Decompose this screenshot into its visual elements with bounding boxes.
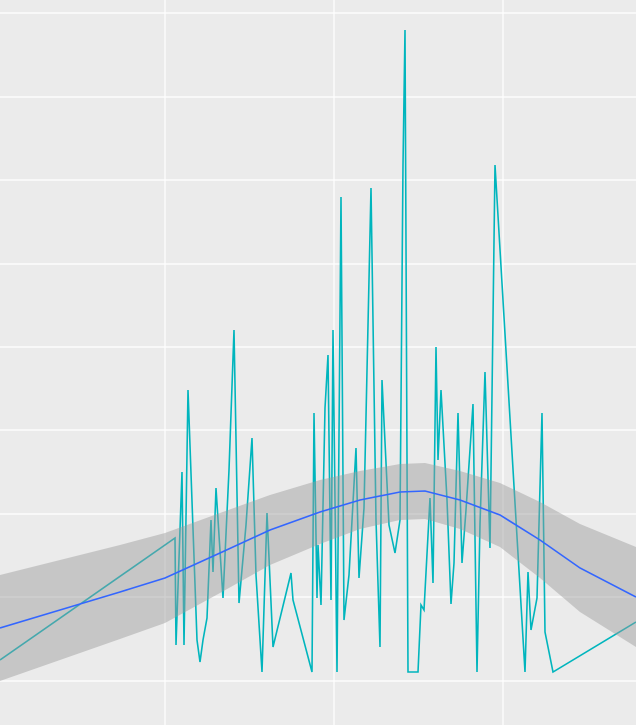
confidence-band [0,463,636,681]
line [0,490,636,629]
line [0,29,636,674]
